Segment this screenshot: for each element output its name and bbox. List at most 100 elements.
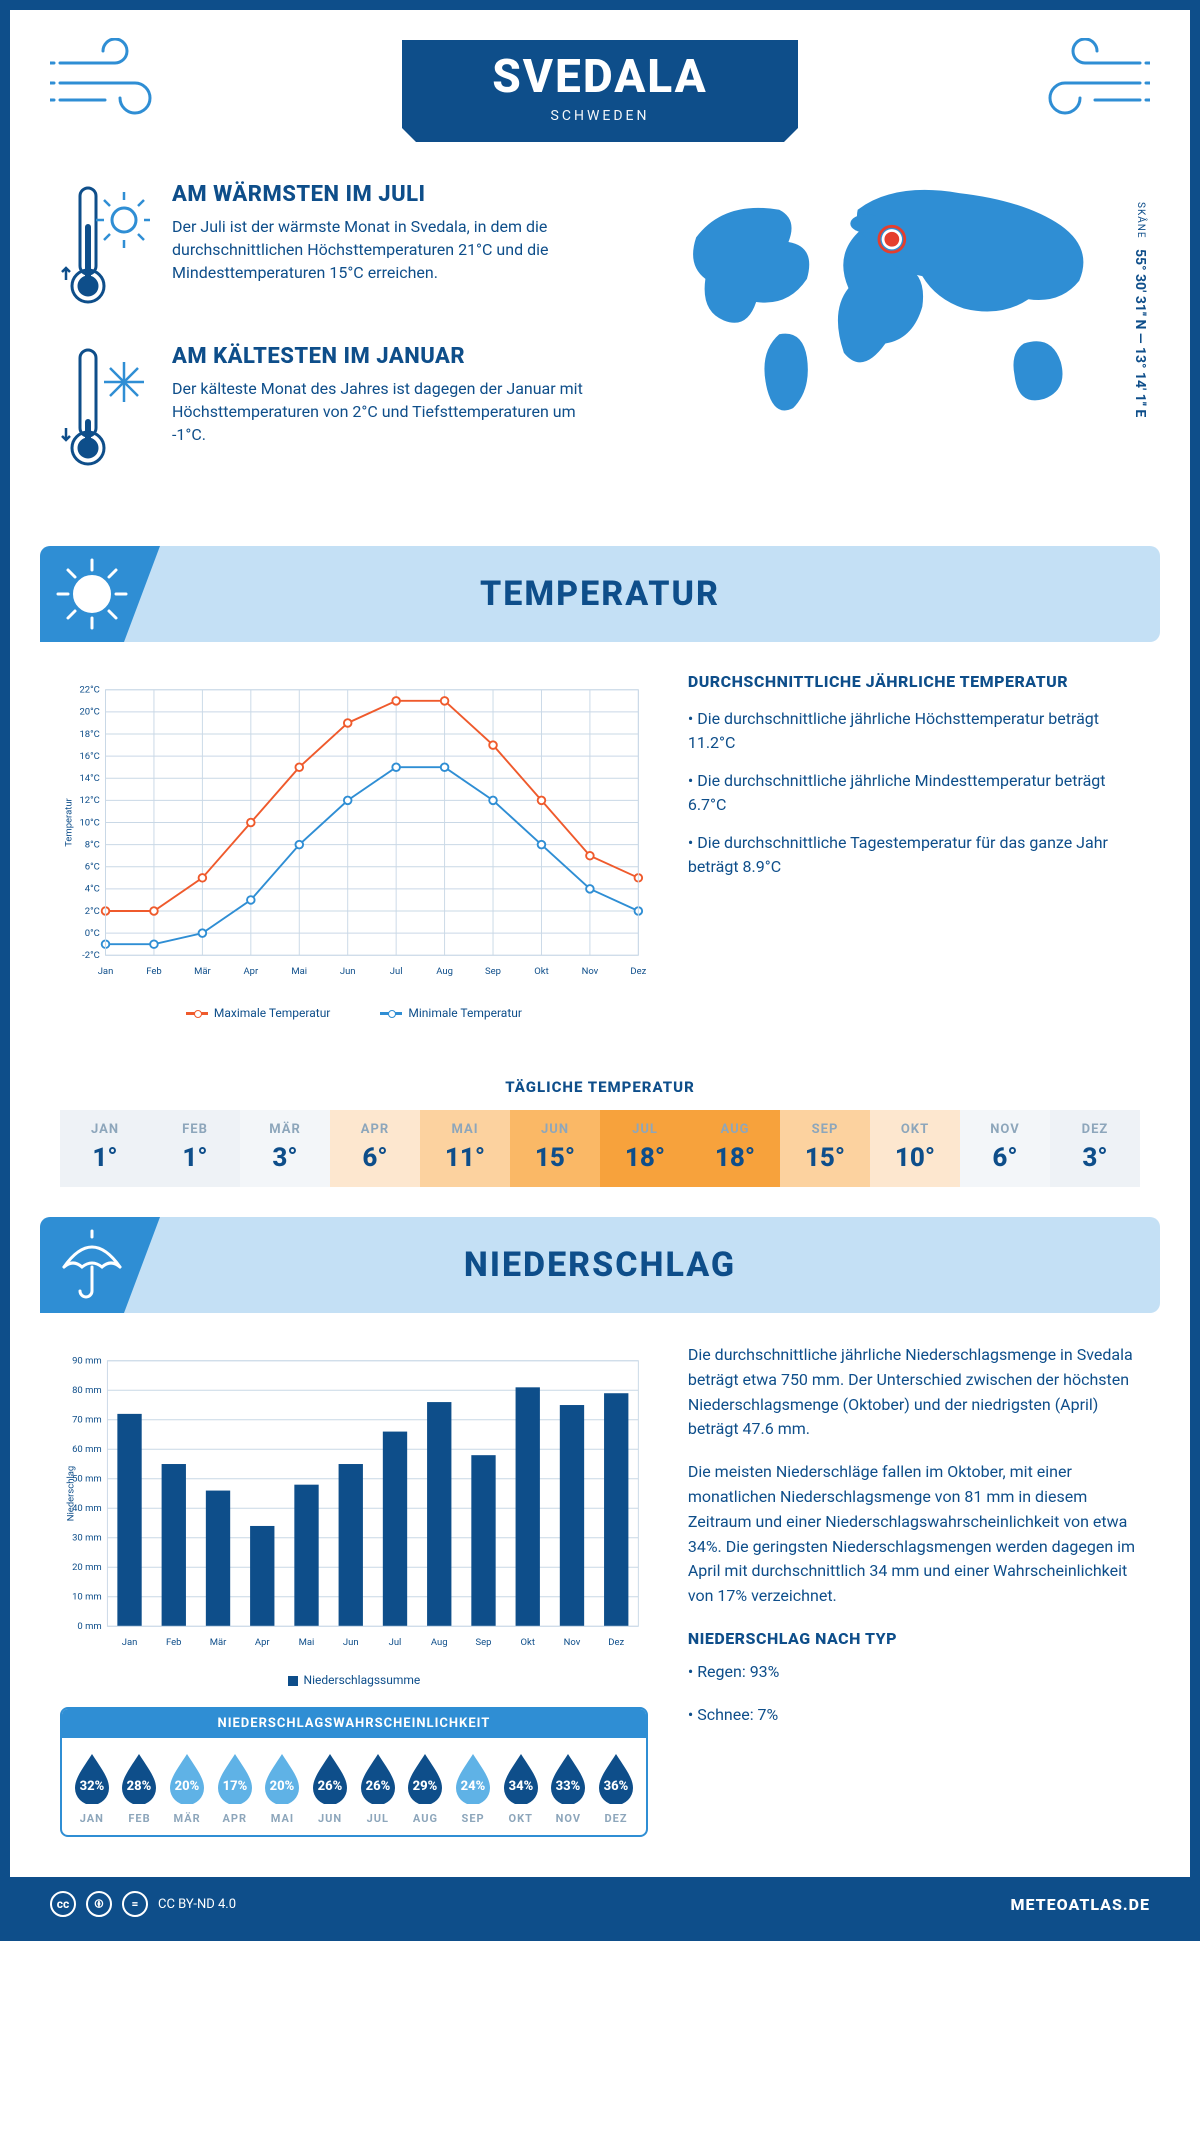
infographic-frame: SVEDALA SCHWEDEN (0, 0, 1200, 1941)
nd-icon: = (122, 1891, 148, 1917)
svg-text:20 mm: 20 mm (72, 1562, 102, 1573)
prob-drop: 34%OKT (499, 1752, 543, 1825)
title-ribbon: SVEDALA SCHWEDEN (402, 40, 798, 142)
coldest-title: AM KÄLTESTEN IM JANUAR (172, 344, 610, 369)
prob-drop: 20%MAI (261, 1752, 305, 1825)
thermometer-cold-icon (60, 344, 150, 478)
prob-drop: 32% JAN (70, 1752, 114, 1825)
daily-value: 15° (510, 1143, 600, 1173)
daily-month: OKT (870, 1122, 960, 1137)
legend-max: Maximale Temperatur (214, 1006, 330, 1020)
precip-type-bullet: • Schnee: 7% (688, 1703, 1140, 1728)
svg-text:Okt: Okt (521, 1637, 535, 1648)
daily-month: APR (330, 1122, 420, 1137)
svg-text:Aug: Aug (436, 966, 453, 977)
daily-value: 3° (1050, 1143, 1140, 1173)
svg-text:Mär: Mär (210, 1637, 227, 1648)
wind-icon-left (50, 38, 170, 128)
cc-icon: cc (50, 1891, 76, 1917)
wind-icon-right (1030, 38, 1150, 128)
daily-cell: MAI11° (420, 1110, 510, 1187)
temp-section-title: TEMPERATUR (480, 574, 720, 614)
daily-value: 15° (780, 1143, 870, 1173)
intro-text-column: AM WÄRMSTEN IM JULI Der Juli ist der wär… (60, 182, 610, 506)
daily-month: FEB (150, 1122, 240, 1137)
daily-value: 1° (60, 1143, 150, 1173)
svg-text:Jul: Jul (389, 1637, 402, 1648)
daily-value: 6° (960, 1143, 1050, 1173)
map-column: SKÅNE 55° 30' 31'' N — 13° 14' 1'' E (640, 182, 1140, 506)
svg-text:20°C: 20°C (79, 707, 99, 718)
svg-text:Feb: Feb (166, 1637, 181, 1648)
daily-cell: JUN 15° (510, 1110, 600, 1187)
daily-cell: FEB1° (150, 1110, 240, 1187)
precip-type-bullet: • Regen: 93% (688, 1660, 1140, 1685)
warmest-text: Der Juli ist der wärmste Monat in Svedal… (172, 215, 610, 285)
precipitation-probability-box: NIEDERSCHLAGSWAHRSCHEINLICHKEIT 32%JAN28… (60, 1707, 648, 1837)
prob-drop: 36%DEZ (594, 1752, 638, 1825)
daily-value: 6° (330, 1143, 420, 1173)
prob-month: MÄR (165, 1812, 209, 1825)
by-icon: 🅯 (86, 1891, 112, 1917)
svg-text:2°C: 2°C (85, 906, 100, 917)
svg-text:14°C: 14°C (79, 773, 99, 784)
prob-month: SEP (451, 1812, 495, 1825)
temperature-line-chart: -2°C0°C2°C4°C6°C8°C10°C12°C14°C16°C18°C2… (60, 672, 648, 1020)
svg-text:-2°C: -2°C (82, 950, 100, 961)
world-map-icon (640, 182, 1140, 426)
coldest-block: AM KÄLTESTEN IM JANUAR Der kälteste Mona… (60, 344, 610, 478)
temperature-banner: TEMPERATUR (40, 546, 1160, 642)
prob-drop: 26%JUL (356, 1752, 400, 1825)
precip-p1: Die durchschnittliche jährliche Niedersc… (688, 1343, 1140, 1442)
daily-cell: SEP15° (780, 1110, 870, 1187)
svg-text:33%: 33% (556, 1779, 581, 1794)
prob-month: AUG (404, 1812, 448, 1825)
daily-cell: JUL18° (600, 1110, 690, 1187)
svg-text:Nov: Nov (564, 1637, 581, 1648)
daily-cell: NOV6° (960, 1110, 1050, 1187)
coldest-text: Der kälteste Monat des Jahres ist dagege… (172, 377, 610, 447)
temperature-section: -2°C0°C2°C4°C6°C8°C10°C12°C14°C16°C18°C2… (10, 642, 1190, 1050)
precipitation-banner: NIEDERSCHLAG (40, 1217, 1160, 1313)
daily-month: AUG (690, 1122, 780, 1137)
prob-drop: 29%AUG (404, 1752, 448, 1825)
prob-month: JAN (70, 1812, 114, 1825)
svg-text:Mär: Mär (194, 966, 211, 977)
daily-cell: DEZ 3° (1050, 1110, 1140, 1187)
svg-text:32%: 32% (80, 1779, 105, 1794)
svg-text:Jan: Jan (98, 966, 114, 977)
svg-text:Mai: Mai (299, 1637, 315, 1648)
prob-month: OKT (499, 1812, 543, 1825)
legend-min: Minimale Temperatur (408, 1006, 522, 1020)
daily-month: JUN (510, 1122, 600, 1137)
prob-month: NOV (547, 1812, 591, 1825)
daily-month: MÄR (240, 1122, 330, 1137)
svg-text:40 mm: 40 mm (72, 1503, 102, 1514)
svg-text:20%: 20% (175, 1779, 200, 1794)
daily-cell: MÄR 3° (240, 1110, 330, 1187)
temp-bullet: • Die durchschnittliche Tagestemperatur … (688, 831, 1140, 879)
daily-temp-table: JAN1°FEB1°MÄR3°APR6°MAI11°JUN15°JUL18°AU… (60, 1110, 1140, 1187)
daily-value: 3° (240, 1143, 330, 1173)
svg-text:Apr: Apr (255, 1637, 270, 1648)
svg-text:Jul: Jul (390, 966, 403, 977)
daily-month: DEZ (1050, 1122, 1140, 1137)
warmest-title: AM WÄRMSTEN IM JULI (172, 182, 610, 207)
svg-text:50 mm: 50 mm (72, 1474, 102, 1485)
prob-drop: 20% MÄR (165, 1752, 209, 1825)
svg-text:0 mm: 0 mm (77, 1621, 101, 1632)
svg-text:70 mm: 70 mm (72, 1415, 102, 1426)
daily-value: 18° (600, 1143, 690, 1173)
daily-month: MAI (420, 1122, 510, 1137)
daily-cell: APR 6° (330, 1110, 420, 1187)
bar-legend-label: Niederschlagssumme (304, 1673, 421, 1687)
longitude: 13° 14' 1'' E (1132, 347, 1148, 417)
svg-text:Nov: Nov (582, 966, 599, 977)
svg-text:26%: 26% (318, 1779, 343, 1794)
svg-text:10°C: 10°C (79, 817, 99, 828)
prob-drop: 33% NOV (547, 1752, 591, 1825)
coordinates: SKÅNE 55° 30' 31'' N — 13° 14' 1'' E (1132, 202, 1148, 417)
svg-text:Mai: Mai (291, 966, 307, 977)
daily-month: JAN (60, 1122, 150, 1137)
prob-drop: 17%APR (213, 1752, 257, 1825)
